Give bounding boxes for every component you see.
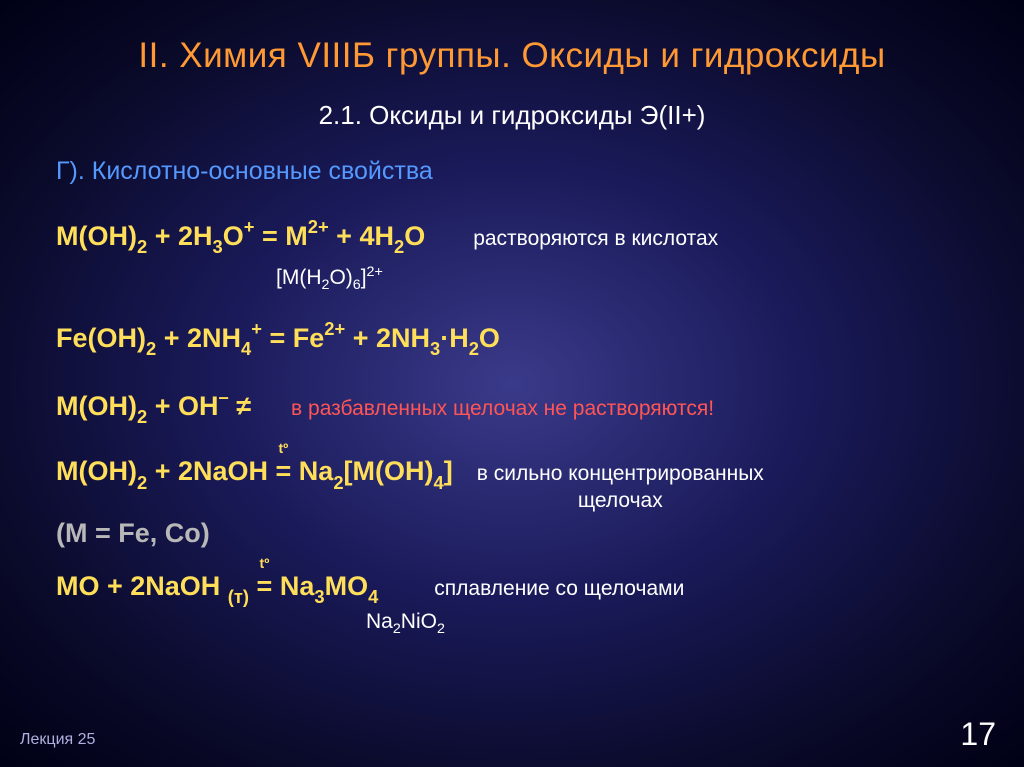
equation-4: M(OH)2 + 2NaOH tº= Na2[M(OH)4]: [56, 456, 453, 491]
temp-icon: tº: [260, 555, 270, 571]
equation-1-ion: [M(H2O)6]2+: [276, 264, 968, 293]
lecture-label: Лекция 25: [20, 731, 95, 749]
equation-1-note: растворяются в кислотах: [473, 227, 718, 251]
slide-subtitle: 2.1. Оксиды и гидроксиды Э(II+): [56, 100, 968, 131]
equation-row-1: M(OH)2 + 2H3O+ = M2+ + 4H2O растворяются…: [56, 218, 968, 256]
equation-row-3: M(OH)2 + OH– ≠ в разбавленных щелочах не…: [56, 388, 968, 426]
section-heading: Г). Кислотно-основные свойства: [56, 157, 968, 186]
equation-5: MO + 2NaOH (т) tº= Na3MO4: [56, 571, 378, 606]
temp-icon: tº: [279, 440, 289, 456]
equation-row-4: M(OH)2 + 2NaOH tº= Na2[M(OH)4] в сильно …: [56, 456, 968, 514]
equation-row-2: Fe(OH)2 + 2NH4+ = Fe2+ + 2NH3·H2O: [56, 320, 968, 358]
equation-row-5: MO + 2NaOH (т) tº= Na3MO4 сплавление со …: [56, 571, 968, 606]
equation-4-condition: (M = Fe, Co): [56, 518, 968, 549]
equation-3: M(OH)2 + OH– ≠: [56, 388, 251, 426]
equation-1: M(OH)2 + 2H3O+ = M2+ + 4H2O: [56, 218, 425, 256]
slide-title: II. Химия VIIIБ группы. Оксиды и гидрокс…: [56, 36, 968, 76]
equation-4-note: в сильно концентрированныхщелочах: [477, 461, 764, 514]
equation-5-note: сплавление со щелочами: [434, 577, 684, 601]
page-number: 17: [960, 716, 996, 753]
equation-5-sub: Na2NiO2: [366, 610, 968, 637]
equation-2: Fe(OH)2 + 2NH4+ = Fe2+ + 2NH3·H2O: [56, 323, 500, 353]
equation-3-note: в разбавленных щелочах не растворяются!: [291, 397, 714, 421]
